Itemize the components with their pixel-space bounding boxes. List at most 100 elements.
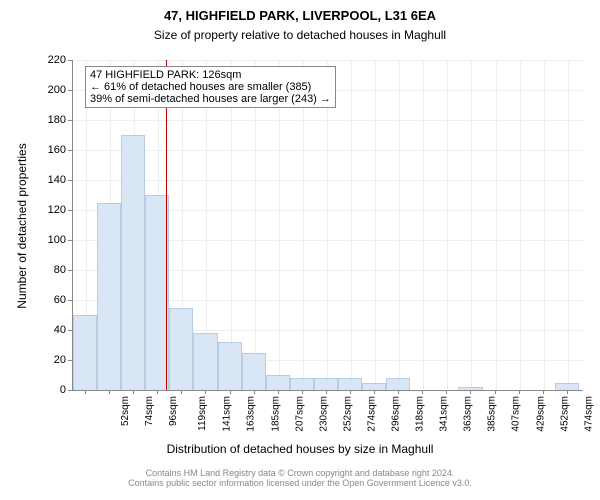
histogram-bar <box>169 308 193 391</box>
x-tick-label: 252sqm <box>342 396 353 432</box>
y-tick-label: 220 <box>36 54 66 66</box>
y-tick-label: 160 <box>36 144 66 156</box>
y-tick-label: 100 <box>36 234 66 246</box>
y-tick-mark <box>68 360 72 361</box>
x-gridline <box>351 60 352 390</box>
chart-container: { "layout": { "width": 600, "height": 50… <box>0 0 600 500</box>
y-tick-label: 20 <box>36 354 66 366</box>
x-gridline <box>447 60 448 390</box>
annotation-line: 39% of semi-detached houses are larger (… <box>90 93 331 105</box>
x-tick-label: 185sqm <box>270 396 281 432</box>
x-gridline <box>279 60 280 390</box>
x-tick-mark <box>133 390 134 394</box>
y-tick-mark <box>68 90 72 91</box>
x-tick-label: 96sqm <box>168 396 179 426</box>
histogram-bar <box>266 375 290 390</box>
x-tick-mark <box>157 390 158 394</box>
annotation-line: ← 61% of detached houses are smaller (38… <box>90 81 331 93</box>
y-tick-label: 60 <box>36 294 66 306</box>
x-tick-label: 452sqm <box>559 396 570 432</box>
chart-footer: Contains HM Land Registry data © Crown c… <box>0 468 600 488</box>
y-tick-label: 0 <box>36 384 66 396</box>
x-tick-mark <box>446 390 447 394</box>
x-gridline <box>471 60 472 390</box>
histogram-bar <box>218 342 242 390</box>
y-tick-mark <box>68 180 72 181</box>
y-gridline <box>73 120 583 121</box>
x-gridline <box>568 60 569 390</box>
x-tick-label: 207sqm <box>294 396 305 432</box>
x-tick-mark <box>543 390 544 394</box>
y-tick-mark <box>68 240 72 241</box>
y-tick-mark <box>68 210 72 211</box>
x-gridline <box>399 60 400 390</box>
x-tick-mark <box>374 390 375 394</box>
histogram-bar <box>97 203 121 391</box>
x-tick-mark <box>181 390 182 394</box>
histogram-bar <box>314 378 338 390</box>
histogram-bar <box>338 378 362 390</box>
x-gridline <box>231 60 232 390</box>
y-tick-label: 80 <box>36 264 66 276</box>
x-tick-label: 141sqm <box>222 396 233 432</box>
chart-subtitle: Size of property relative to detached ho… <box>0 28 600 42</box>
chart-title: 47, HIGHFIELD PARK, LIVERPOOL, L31 6EA <box>0 8 600 23</box>
x-tick-label: 230sqm <box>318 396 329 432</box>
x-tick-label: 318sqm <box>415 396 426 432</box>
x-tick-mark <box>470 390 471 394</box>
histogram-bar <box>73 315 97 390</box>
x-tick-label: 429sqm <box>535 396 546 432</box>
x-tick-mark <box>398 390 399 394</box>
x-tick-label: 385sqm <box>487 396 498 432</box>
x-tick-mark <box>326 390 327 394</box>
x-gridline <box>520 60 521 390</box>
x-tick-label: 163sqm <box>246 396 257 432</box>
x-tick-mark <box>519 390 520 394</box>
x-tick-label: 119sqm <box>197 396 208 431</box>
x-tick-mark <box>422 390 423 394</box>
x-tick-mark <box>254 390 255 394</box>
y-tick-label: 40 <box>36 324 66 336</box>
x-tick-label: 296sqm <box>391 396 402 432</box>
y-tick-mark <box>68 150 72 151</box>
footer-line: Contains public sector information licen… <box>0 478 600 488</box>
x-tick-mark <box>495 390 496 394</box>
x-tick-mark <box>350 390 351 394</box>
y-tick-mark <box>68 300 72 301</box>
x-tick-mark <box>109 390 110 394</box>
x-gridline <box>423 60 424 390</box>
y-tick-mark <box>68 120 72 121</box>
x-tick-mark <box>85 390 86 394</box>
x-tick-label: 407sqm <box>511 396 522 432</box>
y-tick-mark <box>68 270 72 271</box>
x-tick-label: 74sqm <box>144 396 155 426</box>
histogram-bar <box>362 383 386 391</box>
y-tick-label: 120 <box>36 204 66 216</box>
x-tick-label: 52sqm <box>120 396 131 426</box>
y-tick-label: 200 <box>36 84 66 96</box>
annotation-line: 47 HIGHFIELD PARK: 126sqm <box>90 69 331 81</box>
histogram-bar <box>242 353 266 391</box>
x-gridline <box>327 60 328 390</box>
histogram-bar <box>555 383 579 391</box>
x-gridline <box>375 60 376 390</box>
y-tick-mark <box>68 330 72 331</box>
footer-line: Contains HM Land Registry data © Crown c… <box>0 468 600 478</box>
x-tick-mark <box>230 390 231 394</box>
x-tick-label: 274sqm <box>366 396 377 432</box>
y-tick-mark <box>68 60 72 61</box>
x-tick-label: 363sqm <box>463 396 474 432</box>
y-tick-label: 180 <box>36 114 66 126</box>
x-gridline <box>255 60 256 390</box>
annotation-box: 47 HIGHFIELD PARK: 126sqm← 61% of detach… <box>85 66 336 108</box>
x-axis-label: Distribution of detached houses by size … <box>0 442 600 456</box>
plot-area: 47 HIGHFIELD PARK: 126sqm← 61% of detach… <box>72 60 583 391</box>
x-gridline <box>303 60 304 390</box>
y-gridline <box>73 60 583 61</box>
y-gridline <box>73 180 583 181</box>
y-tick-mark <box>68 390 72 391</box>
x-gridline <box>496 60 497 390</box>
x-tick-label: 474sqm <box>583 396 594 432</box>
histogram-bar <box>193 333 217 390</box>
histogram-bar <box>290 378 314 390</box>
